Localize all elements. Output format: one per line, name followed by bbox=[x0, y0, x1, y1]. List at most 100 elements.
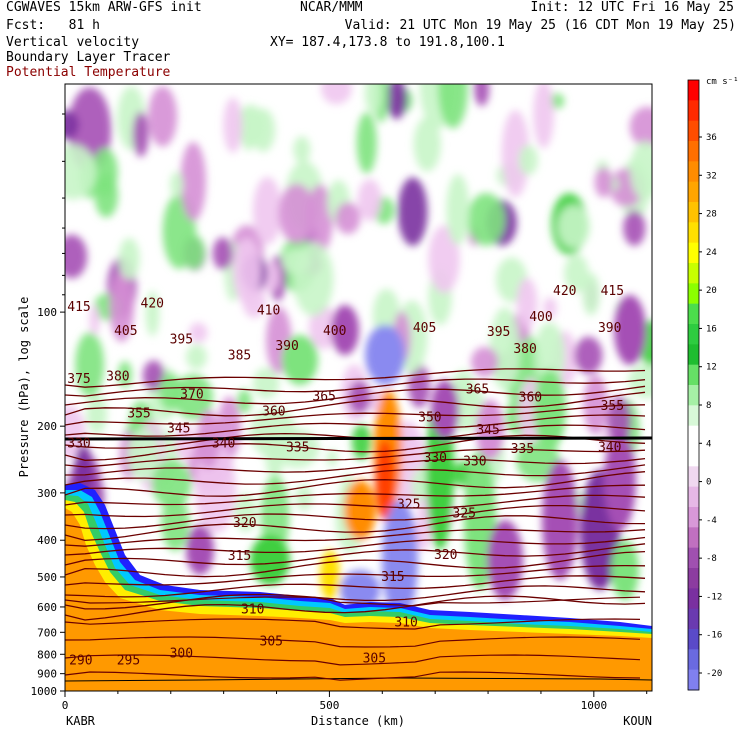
isentrope-line bbox=[65, 536, 646, 556]
isentrope-line bbox=[65, 404, 646, 426]
theta-contour-label: 335 bbox=[511, 442, 534, 457]
velocity-cell bbox=[320, 84, 352, 105]
colorbar-label: 16 bbox=[706, 324, 717, 334]
theta-contour-label: 355 bbox=[127, 406, 150, 421]
isentrope-line bbox=[65, 575, 646, 598]
y-tick-label: 400 bbox=[37, 534, 57, 547]
tropopause-line bbox=[64, 436, 653, 441]
potential-temperature-contours bbox=[65, 368, 646, 681]
colorbar-label: 8 bbox=[706, 401, 711, 411]
isentrope-line bbox=[65, 596, 641, 607]
theta-contour-label: 300 bbox=[170, 646, 193, 661]
theta-contour-label: 380 bbox=[106, 370, 129, 385]
velocity-cell bbox=[574, 336, 603, 375]
theta-contour-label: 320 bbox=[233, 516, 256, 531]
velocity-cell bbox=[594, 167, 613, 198]
colorbar-swatch bbox=[688, 669, 699, 691]
velocity-cell bbox=[413, 117, 441, 172]
velocity-cell bbox=[175, 423, 195, 462]
y-tick-label: 500 bbox=[37, 571, 57, 584]
velocity-cell bbox=[118, 237, 140, 280]
y-axis-title: Pressure (hPa), log scale bbox=[17, 297, 31, 478]
terrain-boundary-layer bbox=[65, 483, 652, 691]
x-axis: 0 500 1000 bbox=[62, 691, 648, 712]
colorbar-label: 4 bbox=[706, 439, 711, 449]
isentrope-line bbox=[65, 671, 641, 681]
colorbar-swatch bbox=[688, 364, 699, 386]
velocity-cell bbox=[89, 304, 100, 336]
colorbar-swatch bbox=[688, 608, 699, 630]
colorbar-swatch bbox=[688, 80, 699, 101]
isentrope-line bbox=[65, 595, 646, 621]
theta-contour-label: 310 bbox=[394, 616, 417, 631]
theta-contour-label: 330 bbox=[423, 451, 446, 466]
colorbar-label: -12 bbox=[706, 592, 722, 602]
y-tick-label: 900 bbox=[37, 668, 57, 681]
plot-frame bbox=[64, 83, 653, 692]
y-tick-label: 600 bbox=[37, 601, 57, 614]
colorbar-label: 36 bbox=[706, 133, 717, 143]
theta-contour-label: 410 bbox=[257, 303, 280, 318]
isentrope-line bbox=[65, 391, 646, 417]
y-tick-label: 700 bbox=[37, 626, 57, 639]
isentrope-line bbox=[65, 636, 641, 648]
colorbar-swatch bbox=[688, 385, 699, 406]
velocity-cell bbox=[281, 248, 312, 275]
colorbar-swatch bbox=[688, 446, 699, 467]
isentrope-line bbox=[65, 457, 646, 476]
velocity-cell bbox=[583, 374, 608, 435]
isentrope-line bbox=[65, 564, 646, 586]
colorbar-unit-label: cm s⁻¹ bbox=[706, 77, 739, 87]
velocity-cell bbox=[132, 111, 149, 157]
theta-contour-label: 305 bbox=[363, 651, 386, 666]
colorbar-frame bbox=[687, 79, 700, 691]
isentrope-line bbox=[65, 385, 646, 406]
velocity-cell bbox=[173, 374, 214, 420]
velocity-cell bbox=[234, 493, 257, 532]
velocity-cell bbox=[629, 141, 652, 201]
colorbar-swatch bbox=[688, 324, 699, 345]
theta-contour-label: 400 bbox=[323, 324, 346, 339]
velocity-plume bbox=[365, 325, 405, 385]
colorbar-swatch bbox=[688, 141, 699, 162]
isentrope-line bbox=[65, 484, 646, 506]
y-axis: 100 200 300 400 500 600 700 800 900 1000 bbox=[31, 113, 65, 698]
header-model-title: CGWAVES 15km ARW-GFS init bbox=[6, 0, 202, 15]
header-institution: NCAR/MMM bbox=[300, 0, 363, 15]
theta-contour-label: 330 bbox=[463, 455, 486, 470]
theta-contour-label: 415 bbox=[601, 284, 624, 299]
velocity-cell bbox=[237, 389, 252, 414]
colorbar-label: 20 bbox=[706, 286, 717, 296]
theta-contour-label: 330 bbox=[67, 436, 90, 451]
y-tick-label: 800 bbox=[37, 648, 57, 661]
colorbar-swatch bbox=[688, 425, 699, 447]
isentrope-line bbox=[65, 471, 646, 497]
velocity-cell bbox=[65, 110, 79, 140]
velocity-cell bbox=[467, 193, 506, 246]
header-field-boundary-layer-tracer: Boundary Layer Tracer bbox=[6, 50, 171, 65]
velocity-cell bbox=[335, 202, 361, 235]
velocity-cell bbox=[474, 84, 490, 107]
colorbar-swatch bbox=[688, 547, 699, 569]
velocity-cell bbox=[118, 361, 132, 388]
theta-contour-label: 395 bbox=[170, 332, 193, 347]
velocity-cell bbox=[65, 234, 88, 279]
colorbar-label: -20 bbox=[706, 669, 722, 679]
theta-contour-label: 310 bbox=[241, 603, 264, 618]
x-tick-label: 0 bbox=[62, 699, 69, 712]
colorbar-label: 32 bbox=[706, 171, 717, 181]
velocity-plume bbox=[344, 480, 376, 540]
velocity-cell bbox=[170, 171, 184, 199]
isentrope-line bbox=[65, 434, 646, 461]
velocity-cell bbox=[397, 177, 428, 246]
velocity-cell bbox=[148, 86, 178, 147]
velocity-cell bbox=[606, 396, 632, 445]
theta-contour-label: 340 bbox=[212, 436, 235, 451]
colorbar-swatch bbox=[688, 629, 699, 650]
velocity-cell bbox=[109, 271, 135, 342]
colorbar-swatch bbox=[688, 568, 699, 589]
y-tick-label: 200 bbox=[37, 420, 57, 433]
header-init-time: Init: 12 UTC Fri 16 May 25 bbox=[530, 0, 735, 15]
colorbar-swatch bbox=[688, 486, 699, 508]
